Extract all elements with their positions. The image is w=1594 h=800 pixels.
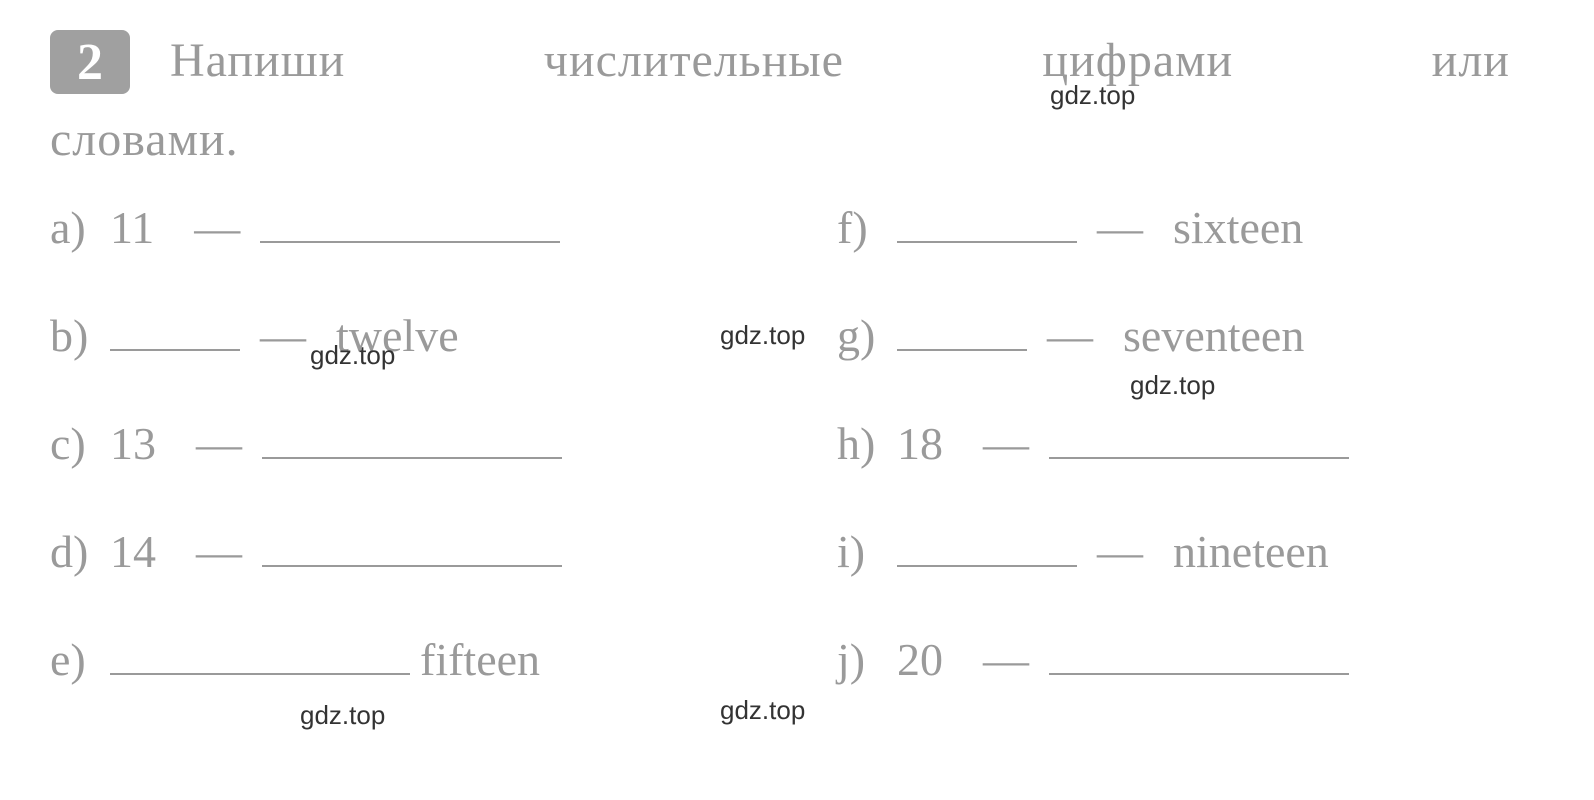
item-number: 20 xyxy=(897,633,943,686)
right-column: f) — sixteen g) — seventeen h) 18 — i) —… xyxy=(797,201,1544,741)
item-letter: g) xyxy=(837,309,897,362)
left-column: a) 11 — b) — twelve c) 13 — d) 14 — e) f… xyxy=(50,201,797,741)
item-i: i) — nineteen xyxy=(837,525,1544,585)
item-word: seventeen xyxy=(1123,309,1304,362)
item-f: f) — sixteen xyxy=(837,201,1544,261)
instruction-word: числительные xyxy=(544,30,844,92)
instruction-block: Напиши числительные цифрами или xyxy=(170,30,1510,92)
dash: — xyxy=(1097,525,1143,578)
item-g: g) — seventeen xyxy=(837,309,1544,369)
item-word: sixteen xyxy=(1173,201,1303,254)
dash: — xyxy=(1047,309,1093,362)
fill-blank[interactable] xyxy=(110,311,240,351)
exercise-columns: a) 11 — b) — twelve c) 13 — d) 14 — e) f… xyxy=(50,201,1544,741)
dash: — xyxy=(260,309,306,362)
dash: — xyxy=(983,417,1029,470)
fill-blank[interactable] xyxy=(262,527,562,567)
dash: — xyxy=(1097,201,1143,254)
item-number: 18 xyxy=(897,417,943,470)
item-number: 14 xyxy=(110,525,156,578)
item-letter: b) xyxy=(50,309,110,362)
item-number: 11 xyxy=(110,201,154,254)
instruction-word: или xyxy=(1432,30,1510,92)
item-a: a) 11 — xyxy=(50,201,757,261)
item-b: b) — twelve xyxy=(50,309,757,369)
item-d: d) 14 — xyxy=(50,525,757,585)
instruction-word: цифрами xyxy=(1042,30,1233,92)
dash: — xyxy=(196,525,242,578)
fill-blank[interactable] xyxy=(1049,635,1349,675)
fill-blank[interactable] xyxy=(262,419,562,459)
item-c: c) 13 — xyxy=(50,417,757,477)
item-word: nineteen xyxy=(1173,525,1329,578)
item-j: j) 20 — xyxy=(837,633,1544,693)
fill-blank[interactable] xyxy=(110,635,410,675)
fill-blank[interactable] xyxy=(260,203,560,243)
item-letter: f) xyxy=(837,201,897,254)
item-word: twelve xyxy=(336,309,459,362)
item-word: fifteen xyxy=(420,633,540,686)
dash: — xyxy=(196,417,242,470)
instruction-line-2: словами. xyxy=(50,109,1544,171)
item-e: e) fifteen xyxy=(50,633,757,693)
instruction-line-1: Напиши числительные цифрами или xyxy=(170,30,1510,92)
dash: — xyxy=(194,201,240,254)
item-letter: e) xyxy=(50,633,110,686)
item-letter: h) xyxy=(837,417,897,470)
item-letter: d) xyxy=(50,525,110,578)
item-letter: i) xyxy=(837,525,897,578)
fill-blank[interactable] xyxy=(897,203,1077,243)
item-letter: c) xyxy=(50,417,110,470)
exercise-header: 2 Напиши числительные цифрами или xyxy=(50,30,1544,94)
item-letter: j) xyxy=(837,633,897,686)
item-h: h) 18 — xyxy=(837,417,1544,477)
instruction-word: Напиши xyxy=(170,30,345,92)
exercise-number-badge: 2 xyxy=(50,30,130,94)
item-number: 13 xyxy=(110,417,156,470)
dash: — xyxy=(983,633,1029,686)
exercise-number: 2 xyxy=(77,33,103,92)
fill-blank[interactable] xyxy=(897,527,1077,567)
item-letter: a) xyxy=(50,201,110,254)
fill-blank[interactable] xyxy=(897,311,1027,351)
fill-blank[interactable] xyxy=(1049,419,1349,459)
